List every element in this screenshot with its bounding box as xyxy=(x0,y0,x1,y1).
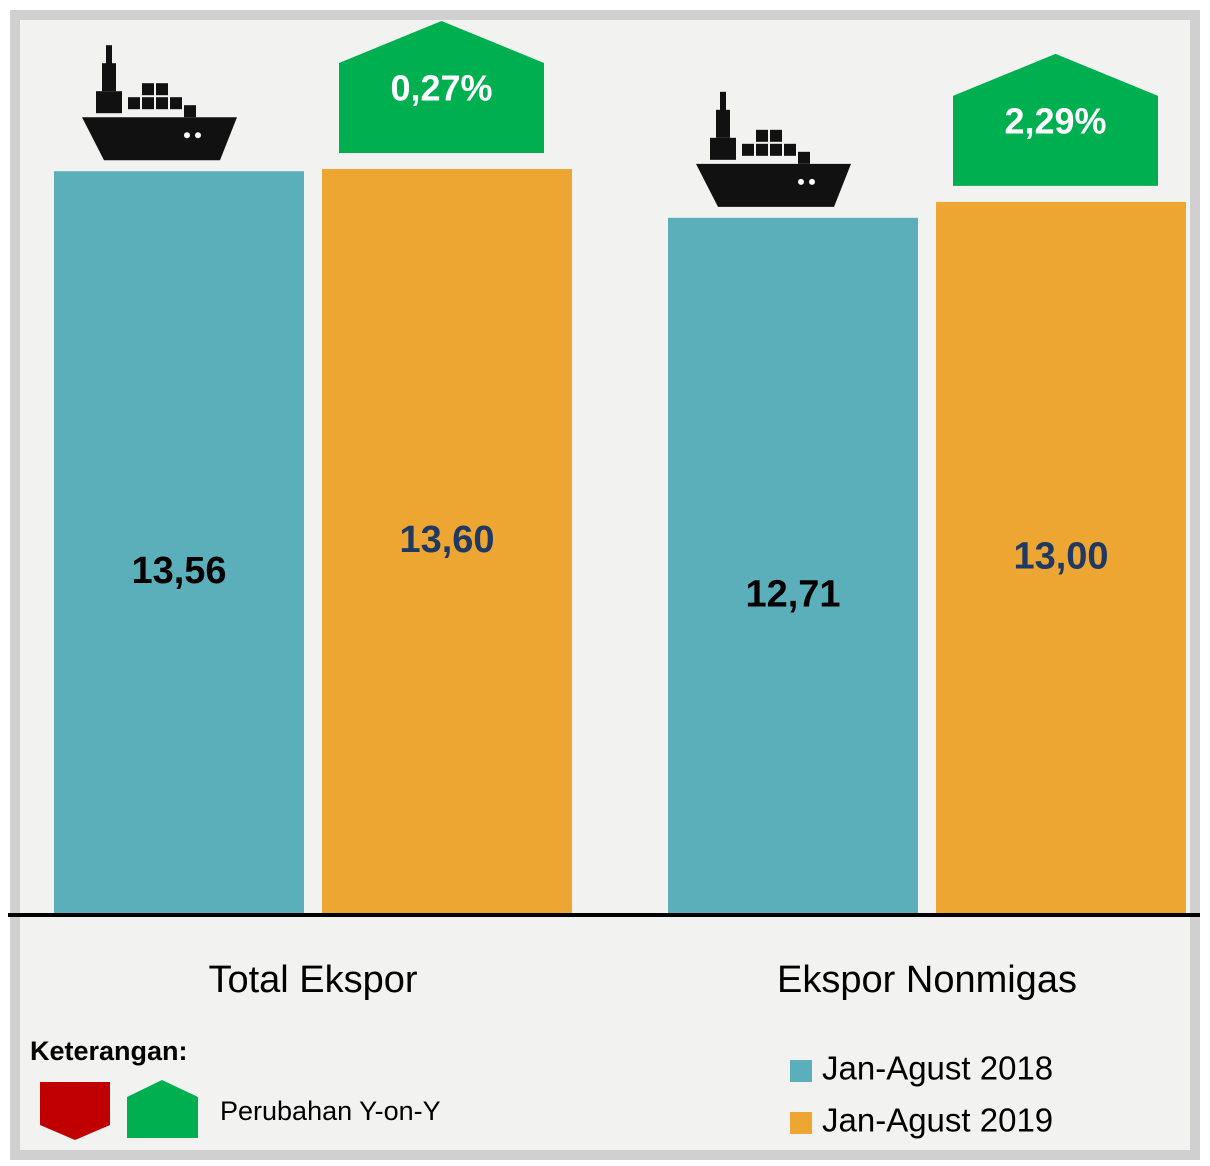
ship-tower xyxy=(716,109,730,138)
ship-container xyxy=(156,83,168,96)
ship-container xyxy=(142,97,154,110)
ship-container xyxy=(798,151,810,164)
ship-container xyxy=(184,105,196,118)
value-label: 13,60 xyxy=(399,519,494,561)
change-badge xyxy=(953,53,1158,186)
legend-down-icon xyxy=(40,1082,110,1140)
ship-container xyxy=(770,129,782,142)
legend-title: Keterangan: xyxy=(30,1036,188,1066)
legend-up-icon xyxy=(127,1080,198,1138)
ship-container xyxy=(784,143,796,156)
ship-container xyxy=(170,97,182,110)
legend-swatch xyxy=(790,1112,812,1134)
change-legend-label: Perubahan Y-on-Y xyxy=(220,1096,441,1126)
value-label: 13,56 xyxy=(131,550,226,592)
ship-container xyxy=(142,83,154,96)
ship-porthole xyxy=(184,132,190,139)
legend-swatch xyxy=(790,1060,812,1082)
bar xyxy=(668,217,918,916)
bar xyxy=(54,171,304,916)
ship-tower xyxy=(102,63,116,92)
ship-hull xyxy=(696,163,851,207)
ship-container xyxy=(742,143,754,156)
x-tick-label: Ekspor Nonmigas xyxy=(777,959,1077,1001)
ship-icon xyxy=(82,45,237,161)
ship-cabin xyxy=(96,91,122,114)
ship-mast xyxy=(720,91,726,112)
ship-porthole xyxy=(809,178,815,185)
ship-container xyxy=(128,97,140,110)
ship-container xyxy=(156,97,168,110)
ship-mast xyxy=(106,45,112,66)
ship-hull xyxy=(82,117,237,161)
value-label: 13,00 xyxy=(1013,535,1108,577)
ship-container xyxy=(756,129,768,142)
value-label: 12,71 xyxy=(745,573,840,615)
ship-container xyxy=(756,143,768,156)
change-label: 0,27% xyxy=(390,68,492,109)
ship-icon xyxy=(696,91,851,207)
ship-cabin xyxy=(710,137,736,160)
change-label: 2,29% xyxy=(1004,100,1106,141)
legend-label: Jan-Agust 2019 xyxy=(822,1102,1053,1139)
x-tick-label: Total Ekspor xyxy=(208,959,417,1001)
bar xyxy=(936,201,1186,916)
ship-container xyxy=(770,143,782,156)
legend-label: Jan-Agust 2018 xyxy=(822,1050,1053,1087)
change-badge xyxy=(339,21,544,153)
bar xyxy=(322,169,572,915)
ship-porthole xyxy=(195,132,201,139)
ship-porthole xyxy=(798,178,804,185)
